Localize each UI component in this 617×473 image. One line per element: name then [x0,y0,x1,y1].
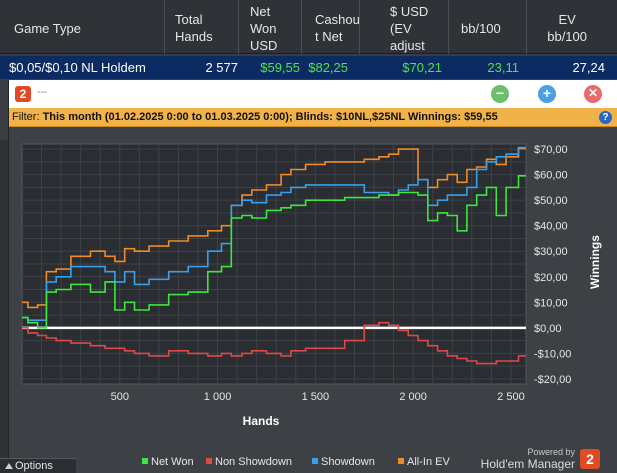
cell-total-hands: 2 577 [205,60,238,75]
col-usd-ev-label-3: adjust [390,37,425,53]
legend-swatch [142,458,148,464]
col-usd-ev-label-1: $ USD [390,3,429,19]
col-net-won[interactable]: Net Won USD [239,0,302,54]
col-ev-bb100[interactable]: EV bb/100 [527,0,617,54]
y-tick-label: $40,00 [534,221,568,233]
x-axis-label: Hands [243,414,280,428]
filter-label: Filter: [12,111,40,123]
y-tick-label: $50,00 [534,195,568,207]
stats-table-header: Game Type Total Hands Net Won USD Cashou t N… [0,0,617,54]
col-cashout-label-1: Cashou [315,12,360,27]
brand-name: Hold'em Manager [481,457,575,471]
y-tick-label: -$20,00 [534,374,571,386]
y-tick-label: $60,00 [534,170,568,182]
cell-cashout-net: $82,25 [308,60,348,75]
col-ev-bb100-label-2: bb/100 [547,29,587,44]
x-tick-label: 500 [111,391,129,403]
col-game-type-label: Game Type [14,20,81,36]
close-icon: ✕ [587,86,599,100]
y-axis-label: Winnings [588,235,602,289]
maximize-button[interactable]: + [538,85,556,103]
col-total-hands-label-2: Hands [175,29,213,44]
close-button[interactable]: ✕ [584,85,602,103]
x-tick-label: 2 500 [497,391,525,403]
col-total-hands-label-1: Total [175,12,203,27]
options-button[interactable]: Options [0,458,76,473]
x-tick-labels: 500 1 000 1 500 2 000 2 500 [111,391,525,403]
y-tick-label: $70,00 [534,144,568,156]
table-row[interactable]: $0,05/$0,10 NL Holdem 2 577 $59,55 $82,2… [0,55,617,79]
col-total-hands[interactable]: Total Hands [165,0,239,54]
col-game-type[interactable]: Game Type [0,0,165,54]
col-usd-ev[interactable]: $ USD (EV adjust [360,0,449,54]
cell-ev-bb100: 27,24 [572,60,605,75]
x-tick-label: 1 500 [302,391,330,403]
col-cashout-label-2: t Net [315,29,343,44]
hm2-logo-icon: 2 [15,86,31,102]
series-lines [22,146,526,365]
y-tick-label: -$10,00 [534,348,571,360]
y-tick-labels: $70,00 $60,00 $50,00 $40,00 $30,00 $20,00 $10,… [534,144,571,386]
winnings-chart-svg: $70,00 $60,00 $50,00 $40,00 $30,00 $20,00 $10,… [21,143,602,471]
minus-icon: − [495,85,505,101]
cell-game-type: $0,05/$0,10 NL Holdem [9,60,146,75]
series-line-showdown [22,146,526,321]
graph-window: 2 --- − + ✕ Filter: This month (01.02.20… [8,80,617,473]
legend-swatch [206,458,212,464]
legend: Net Won Non Showdown Showdown All-In EV [142,456,450,468]
x-tick-label: 1 000 [204,391,232,403]
series-line-all-in-ev [22,147,526,309]
col-bb100-label: bb/100 [461,20,501,36]
plus-icon: + [542,85,552,101]
window-title: --- [37,87,47,98]
filter-text: Filter: This month (01.02.2025 0:00 to 0… [12,111,498,123]
grid [22,144,526,384]
col-net-won-label-2: Won [250,20,277,36]
x-tick-label: 2 000 [399,391,427,403]
cell-usd-ev: $70,21 [402,60,442,75]
y-tick-label: $10,00 [534,297,568,309]
col-net-won-label-3: USD [250,37,278,53]
window-titlebar[interactable]: 2 --- − + ✕ [9,80,617,108]
col-ev-bb100-label-1: EV [558,12,576,27]
legend-swatch [312,458,318,464]
col-cashout-net[interactable]: Cashou t Net [302,0,360,54]
filter-bar[interactable]: Filter: This month (01.02.2025 0:00 to 0… [9,108,617,127]
powered-by-text: Powered by [527,447,575,457]
caret-up-icon [5,463,13,469]
brand-badge: 2 [586,451,594,467]
options-label: Options [15,460,53,472]
legend-label: Showdown [321,456,375,468]
brand-logo-icon [580,449,600,469]
legend-label: Non Showdown [215,456,292,468]
help-icon[interactable]: ? [599,111,612,124]
legend-label: All-In EV [407,456,450,468]
cell-net-won: $59,55 [260,60,300,75]
y-tick-label: $30,00 [534,246,568,258]
col-net-won-label-1: Net [250,3,271,19]
col-usd-ev-label-2: (EV [390,20,412,36]
legend-swatch [398,458,404,464]
filter-value: This month (01.02.2025 0:00 to 01.03.202… [42,111,498,123]
series-line-non-showdown [22,321,526,365]
legend-label: Net Won [151,456,194,468]
y-tick-label: $0,00 [534,323,562,335]
col-bb100[interactable]: bb/100 [449,0,527,54]
winnings-chart: $70,00 $60,00 $50,00 $40,00 $30,00 $20,00 $10,… [9,128,617,473]
minimize-button[interactable]: − [491,85,509,103]
underlying-window-edge [0,140,8,460]
y-tick-label: $20,00 [534,272,568,284]
cell-bb100: 23,11 [487,60,519,75]
series-line-net-won [22,175,526,329]
